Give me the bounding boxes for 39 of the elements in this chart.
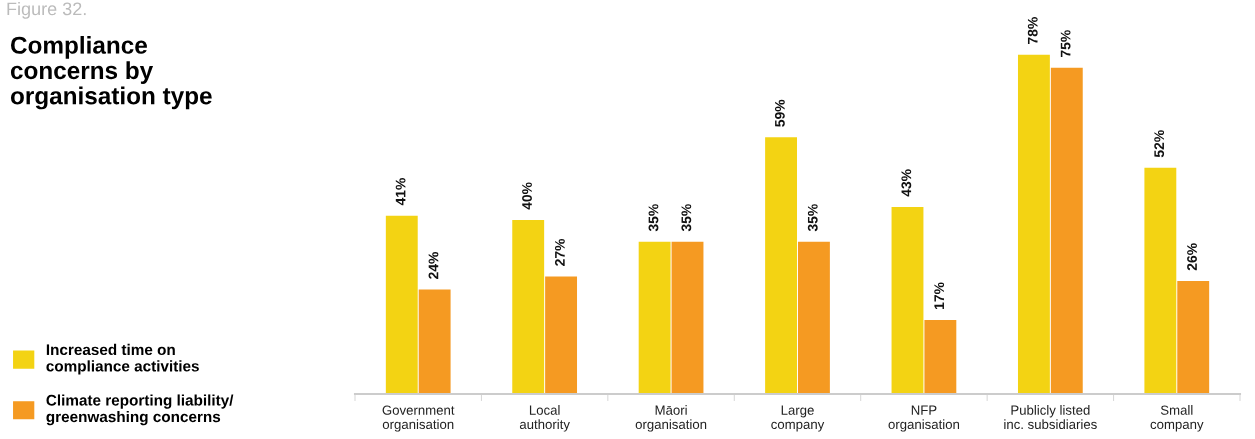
legend-label: Climate reporting liability/ greenwashing concerns (46, 394, 234, 426)
bar (418, 289, 451, 394)
bar (891, 206, 924, 394)
caption: Figure 32. (7, 2, 86, 19)
data-label: 24% (428, 251, 439, 279)
data-label: 27% (554, 238, 565, 266)
text: Compliance concerns by organisation type (10, 36, 212, 110)
bar (385, 215, 418, 394)
data-label: 26% (1187, 243, 1197, 271)
bar (1177, 280, 1210, 394)
x-tick-label: Māori organisation (635, 405, 707, 432)
x-tick-label: Government organisation (382, 405, 455, 432)
bar (1017, 54, 1050, 394)
bar (924, 320, 957, 394)
data-label: 35% (648, 204, 659, 232)
data-label: 17% (934, 282, 945, 309)
data-label: 40% (522, 182, 532, 210)
data-label: 35% (681, 204, 692, 232)
data-label: 59% (774, 99, 785, 127)
x-tick-label: Small company (1150, 405, 1204, 432)
x-tick-label: Large company (771, 405, 825, 432)
bar (797, 241, 830, 394)
bar (512, 220, 545, 394)
data-label: 41% (395, 178, 406, 206)
data-label: 52% (1154, 130, 1165, 158)
bar (1050, 67, 1083, 394)
data-label: 43% (901, 169, 912, 197)
data-label: 75% (1060, 30, 1071, 57)
bar (545, 276, 578, 394)
bar (765, 137, 798, 394)
x-tick-label: Publicly listed inc. subsidiaries (1004, 405, 1097, 430)
bar (1144, 167, 1177, 394)
bar (671, 241, 704, 394)
data-label: 78% (1027, 17, 1038, 44)
x-tick-label: NFP organisation (888, 405, 960, 432)
legend-label: Increased time on compliance activities (46, 343, 199, 375)
data-label: 35% (807, 204, 818, 232)
bar (638, 241, 671, 394)
x-tick-label: Local authority (519, 405, 570, 432)
